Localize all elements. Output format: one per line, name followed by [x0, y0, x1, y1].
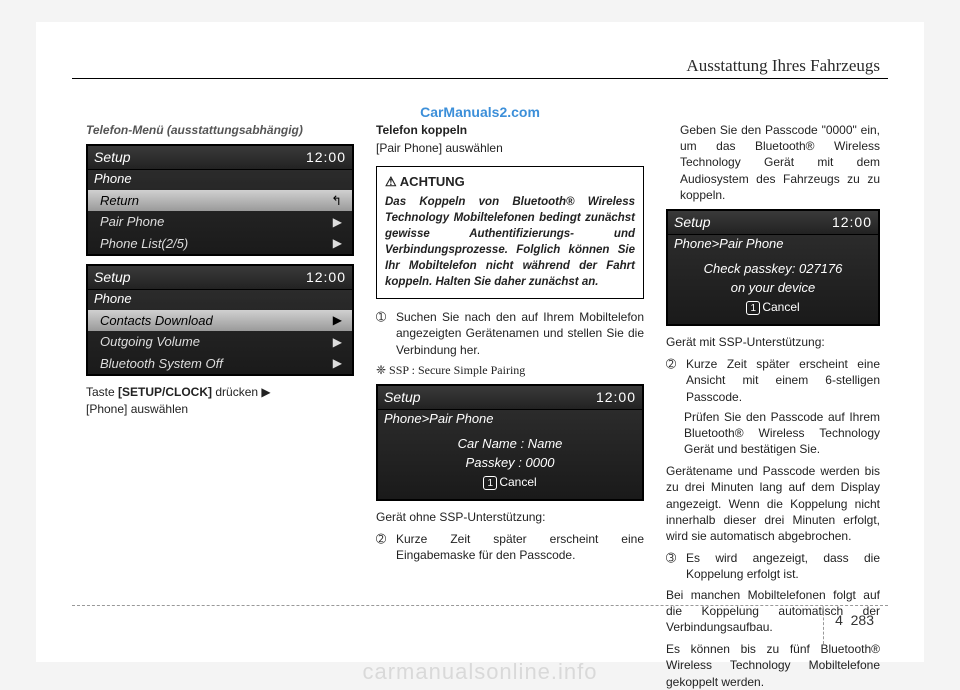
col3-step-3: ➂ Es wird angezeigt, dass die Koppelung … — [666, 550, 880, 582]
col3-step-2b: Prüfen Sie den Passcode auf Ihrem Blueto… — [666, 409, 880, 458]
col3-step-3-text: Es wird angezeigt, dass die Koppelung er… — [686, 550, 880, 582]
screen4-clock: 12:00 — [832, 213, 872, 232]
screen4-title: Setup — [674, 213, 711, 232]
step-1-num: ➀ — [376, 309, 390, 358]
col3-step-2a-text: Kurze Zeit später erscheint eine Ansicht… — [686, 356, 880, 405]
screen4-line2: on your device — [672, 279, 874, 297]
col3-intro: Geben Sie den Passcode "0000" ein, um da… — [666, 122, 880, 203]
caution-body: Das Koppeln von Bluetooth® Wireless Tech… — [385, 194, 635, 291]
menu-bt-off-label: Bluetooth System Off — [100, 355, 223, 373]
screen1-titlebar: Setup 12:00 — [88, 146, 352, 170]
triangle-right-icon: ▶ — [261, 385, 270, 399]
caption-d: [Phone] auswählen — [86, 402, 188, 416]
col2-caption: Gerät ohne SSP-Unterstützung: — [376, 509, 644, 525]
caption-c: drücken — [215, 385, 261, 399]
screen2-clock: 12:00 — [306, 268, 346, 287]
column-1: Telefon-Menü (ausstattungsabhängig) Setu… — [86, 122, 354, 592]
screen3-titlebar: Setup 12:00 — [378, 386, 642, 410]
caution-title-text: ACHTUNG — [400, 174, 465, 189]
screen3-body: Car Name : Name Passkey : 0000 1Cancel — [378, 429, 642, 499]
menu-phone-list: Phone List(2/5) ▶ — [88, 233, 352, 255]
step-2-text: Kurze Zeit später erscheint eine Eingabe… — [396, 531, 644, 563]
cancel-label: Cancel — [499, 475, 536, 489]
screen3-line2: Passkey : 0000 — [382, 454, 638, 472]
step-2-num: ➁ — [376, 531, 390, 563]
footer-dashed-rule — [72, 605, 888, 606]
col2-sub: [Pair Phone] auswählen — [376, 140, 644, 156]
watermark-bottom: carmanualsonline.info — [362, 659, 597, 685]
menu-pair-phone-label: Pair Phone — [100, 213, 164, 231]
chevron-right-icon: ▶ — [333, 235, 342, 251]
screen-setup-phone-2: Setup 12:00 Phone Contacts Download ▶ Ou… — [86, 264, 354, 376]
screen2-sub: Phone — [88, 290, 352, 310]
step-1: ➀ Suchen Sie nach den auf Ihrem Mobiltel… — [376, 309, 644, 358]
menu-outgoing-label: Outgoing Volume — [100, 333, 200, 351]
footer-dashed-vline — [823, 608, 824, 644]
col3-para3: Gerätename und Passcode werden bis zu dr… — [666, 463, 880, 544]
menu-contacts-label: Contacts Download — [100, 312, 213, 330]
menu-phone-list-label: Phone List(2/5) — [100, 235, 188, 253]
screen3-sub: Phone>Pair Phone — [378, 410, 642, 430]
menu-return: Return ↰ — [88, 190, 352, 212]
screen1-title: Setup — [94, 148, 131, 167]
cancel-num-icon: 1 — [483, 476, 497, 490]
page: Ausstattung Ihres Fahrzeugs CarManuals2.… — [36, 22, 924, 662]
page-chapter-num: 4 — [835, 612, 843, 628]
page-number: 4 283 — [835, 612, 874, 628]
step-2: ➁ Kurze Zeit später erscheint eine Einga… — [376, 531, 644, 563]
cancel-button: 1Cancel — [483, 474, 536, 491]
chevron-right-icon: ▶ — [333, 334, 342, 350]
caption-b: [SETUP/CLOCK] — [118, 385, 212, 399]
screen3-line1: Car Name : Name — [382, 435, 638, 453]
ssp-note: ❈ SSP : Secure Simple Pairing — [376, 362, 644, 378]
col3-step-2: ➁ Kurze Zeit später erscheint eine Ansic… — [666, 356, 880, 405]
cancel-num-icon-2: 1 — [746, 301, 760, 315]
chapter-heading: Ausstattung Ihres Fahrzeugs — [686, 56, 880, 76]
screen2-titlebar: Setup 12:00 — [88, 266, 352, 290]
header-rule — [72, 78, 888, 79]
chevron-right-icon: ▶ — [333, 355, 342, 371]
caution-title: ⚠ ACHTUNG — [385, 173, 635, 191]
menu-outgoing-volume: Outgoing Volume ▶ — [88, 331, 352, 353]
screen-pair-passkey: Setup 12:00 Phone>Pair Phone Car Name : … — [376, 384, 644, 501]
col3-step-3-num: ➂ — [666, 550, 680, 582]
menu-pair-phone: Pair Phone ▶ — [88, 211, 352, 233]
screen4-sub: Phone>Pair Phone — [668, 235, 878, 255]
screen4-line1: Check passkey: 027176 — [672, 260, 874, 278]
screen3-title: Setup — [384, 388, 421, 407]
col1-caption: Taste [SETUP/CLOCK] drücken ▶ [Phone] au… — [86, 384, 354, 416]
col3-step-2-num: ➁ — [666, 356, 680, 405]
col1-heading: Telefon-Menü (ausstattungsabhängig) — [86, 122, 354, 138]
col2-heading: Telefon koppeln — [376, 122, 644, 138]
chevron-right-icon: ▶ — [333, 214, 342, 230]
screen3-clock: 12:00 — [596, 388, 636, 407]
menu-return-label: Return — [100, 192, 139, 210]
return-icon: ↰ — [331, 192, 342, 210]
watermark-top: CarManuals2.com — [420, 104, 540, 120]
screen1-sub: Phone — [88, 170, 352, 190]
screen1-clock: 12:00 — [306, 148, 346, 167]
screen-check-passkey: Setup 12:00 Phone>Pair Phone Check passk… — [666, 209, 880, 326]
screen4-titlebar: Setup 12:00 — [668, 211, 878, 235]
screen2-title: Setup — [94, 268, 131, 287]
caution-box: ⚠ ACHTUNG Das Koppeln von Bluetooth® Wir… — [376, 166, 644, 299]
cancel-label-2: Cancel — [762, 300, 799, 314]
cancel-button-2: 1Cancel — [746, 299, 799, 316]
column-2: Telefon koppeln [Pair Phone] auswählen ⚠… — [376, 122, 644, 592]
warning-icon: ⚠ — [385, 173, 397, 191]
step-1-text: Suchen Sie nach den auf Ihrem Mobiltelef… — [396, 309, 644, 358]
col3-para5: Es können bis zu fünf Bluetooth® Wireles… — [666, 641, 880, 690]
column-3: Geben Sie den Passcode "0000" ein, um da… — [666, 122, 880, 592]
chevron-right-icon: ▶ — [333, 312, 342, 328]
menu-bt-off: Bluetooth System Off ▶ — [88, 353, 352, 375]
menu-contacts-download: Contacts Download ▶ — [88, 310, 352, 332]
caption-a: Taste — [86, 385, 118, 399]
content-columns: Telefon-Menü (ausstattungsabhängig) Setu… — [86, 122, 880, 592]
ssp-note-text: ❈ SSP : Secure Simple Pairing — [376, 363, 525, 377]
page-page-num: 283 — [851, 612, 874, 628]
screen-setup-phone-1: Setup 12:00 Phone Return ↰ Pair Phone ▶ … — [86, 144, 354, 256]
col3-caption: Gerät mit SSP-Unterstützung: — [666, 334, 880, 350]
screen4-body: Check passkey: 027176 on your device 1Ca… — [668, 254, 878, 324]
